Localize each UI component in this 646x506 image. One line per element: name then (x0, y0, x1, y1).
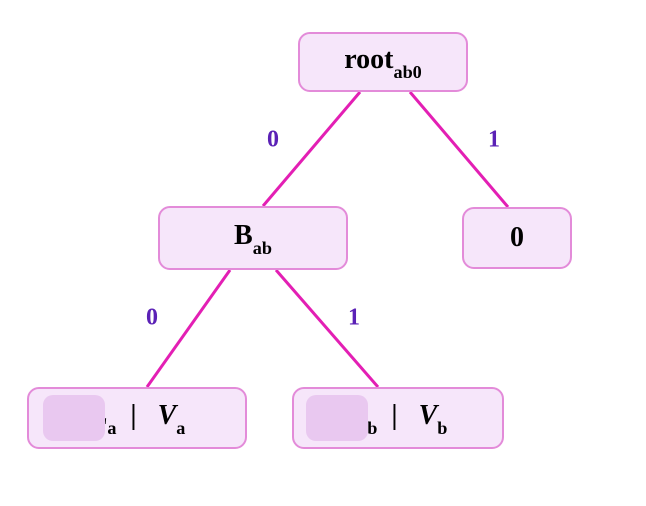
edge-bab-leaf_b (276, 270, 378, 387)
edge-label-root-zero: 1 (488, 127, 500, 154)
leaf-b-pill (306, 395, 368, 441)
tree-diagram: rootab0 Bab 0 La | Va Lb | Vb 0101 (0, 0, 646, 506)
node-zero-label: 0 (510, 222, 524, 254)
edge-label-root-bab: 0 (267, 127, 279, 154)
node-b-ab: Bab (158, 206, 348, 270)
node-b-ab-label: Bab (234, 220, 272, 256)
edge-bab-leaf_a (147, 270, 230, 387)
node-zero: 0 (462, 207, 572, 269)
node-root: rootab0 (298, 32, 468, 92)
edge-label-bab-leaf_b: 1 (348, 305, 360, 332)
node-root-label: rootab0 (344, 44, 422, 80)
edge-label-bab-leaf_a: 0 (146, 305, 158, 332)
leaf-a-pill (43, 395, 105, 441)
